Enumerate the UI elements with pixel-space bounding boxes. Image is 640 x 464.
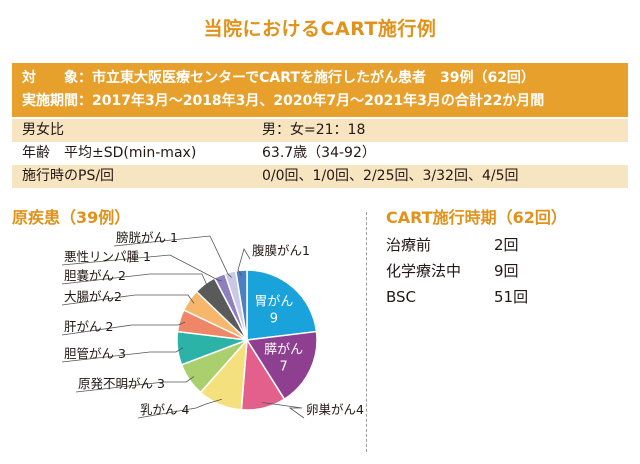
pie-inner-label: 9 — [270, 312, 278, 327]
timing-label: BSC — [386, 288, 417, 306]
pie-outer-label: 大腸がん2 — [64, 289, 122, 304]
stat-value: 0/0回、1/0回、2/25回、3/32回、4/5回 — [262, 168, 519, 184]
stat-row-sex-ratio: 男女比 男：女=21：18 — [12, 119, 628, 142]
timing-label: 化学療法中 — [386, 262, 462, 280]
pie-leader-line — [113, 235, 232, 278]
timing-value: 2回 — [494, 236, 519, 254]
pie-outer-label: 胆管がん 3 — [64, 346, 126, 361]
pie-outer-label: 乳がん 4 — [140, 402, 189, 417]
pie-outer-label: 原発不明がん 3 — [78, 376, 165, 391]
pie-inner-label: 膵がん — [264, 342, 303, 357]
timing-value: 9回 — [494, 262, 519, 280]
stat-label: 男女比 — [22, 122, 64, 138]
pie-leader-line — [137, 398, 222, 419]
period-line: 実施期間：2017年3月～2018年3月、2020年7月～2021年3月の合計2… — [22, 93, 545, 109]
pie-outer-label: 卵巣がん4 — [306, 402, 364, 417]
page-title: 当院におけるCART施行例 — [203, 18, 437, 40]
stat-label: 施行時のPS/回 — [22, 168, 115, 184]
target-summary-box: 対 象：市立東大阪医療センターでCARTを施行したがん患者 39例（62回） 実… — [12, 63, 628, 117]
pie-inner-label: 7 — [280, 359, 288, 374]
stat-label: 年齢 平均±SD(min-max) — [22, 145, 197, 161]
pie-outer-label: 肝がん 2 — [64, 319, 113, 334]
pie-leader-line — [237, 248, 251, 277]
pie-slice-1 — [246, 269, 318, 341]
pie-slice-12 — [234, 269, 248, 341]
pie-leader-line — [75, 376, 195, 393]
pie-leader-line — [61, 347, 184, 363]
section-divider — [366, 212, 367, 452]
pie-leader-line — [61, 254, 222, 282]
stat-row-ps: 施行時のPS/回 0/0回、1/0回、2/25回、3/32回、4/5回 — [12, 165, 628, 188]
pie-leader-line — [61, 273, 209, 289]
stats-table: 男女比 男：女=21：18 年齢 平均±SD(min-max) 63.7歳（34… — [12, 119, 628, 188]
pie-leader-line — [61, 321, 186, 336]
pie-outer-label: 悪性リンパ腫 1 — [64, 249, 151, 264]
timing-value: 51回 — [494, 288, 529, 306]
pie-leader-line — [61, 294, 195, 306]
stat-row-age: 年齢 平均±SD(min-max) 63.7歳（34-92） — [12, 142, 628, 165]
target-line: 対 象：市立東大阪医療センターでCARTを施行したがん患者 39例（62回） — [22, 70, 535, 86]
pie-outer-label: 膀胱がん 1 — [116, 230, 178, 245]
pie-outer-label: 胆嚢がん 2 — [64, 268, 126, 283]
pie-slice-2 — [245, 330, 318, 401]
stat-value: 男：女=21：18 — [262, 122, 366, 138]
stat-value: 63.7歳（34-92） — [262, 145, 376, 161]
pie-inner-label: 胃がん — [254, 295, 293, 310]
timing-label: 治療前 — [386, 236, 432, 254]
timing-title: CART施行時期（62回） — [386, 208, 567, 227]
pie-outer-label: 腹膜がん1 — [252, 243, 310, 258]
disease-chart-title: 原疾患（39例） — [12, 208, 131, 227]
pie-leader-line — [262, 402, 305, 419]
